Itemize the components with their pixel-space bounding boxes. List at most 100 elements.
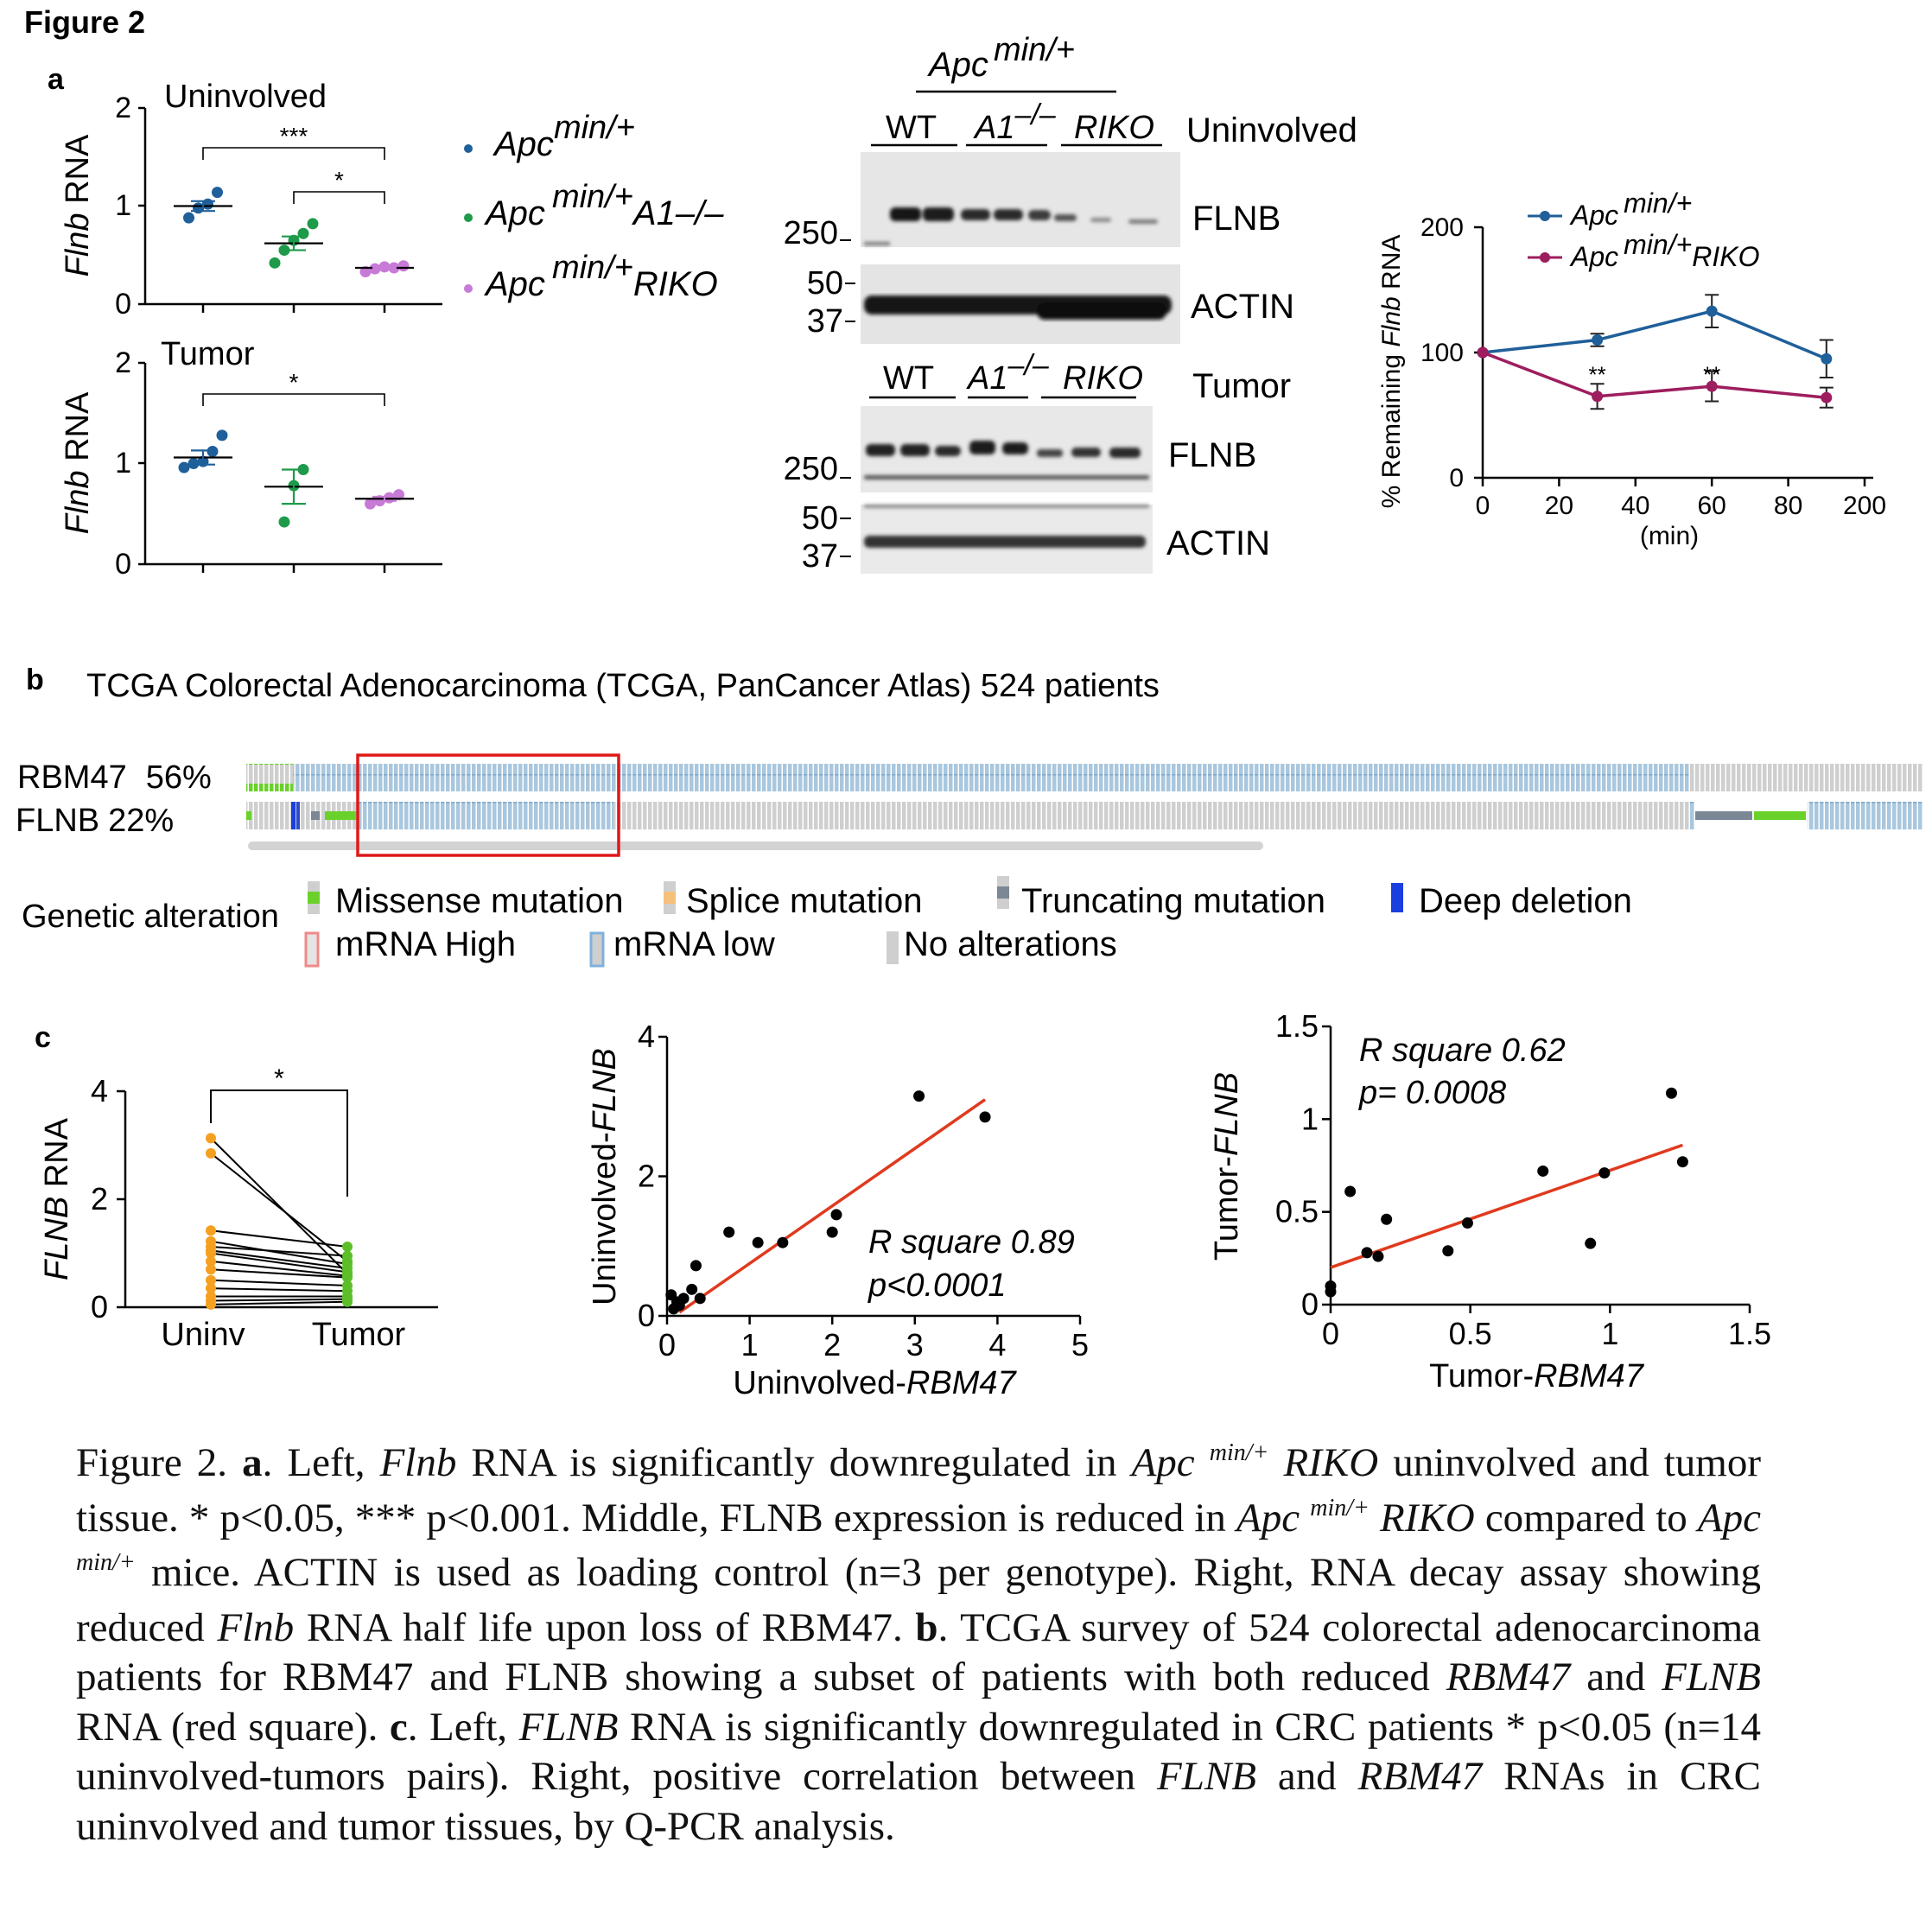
- blot-condition: Tumor: [1192, 367, 1291, 405]
- y-tick-label: 0.5: [1275, 1194, 1319, 1229]
- pair-line: [210, 1268, 348, 1279]
- y-tick-label: 1.5: [1275, 1008, 1319, 1044]
- actin-bands: [864, 505, 1149, 548]
- marker-50: 50: [802, 500, 838, 537]
- band-label-actin: ACTIN: [1166, 524, 1270, 562]
- x-tick-label: 4: [988, 1327, 1006, 1363]
- red-square-highlight: [356, 753, 620, 857]
- data-point: [1361, 1247, 1373, 1259]
- y-tick-2: 2: [115, 92, 131, 124]
- flnb-blot-image: [861, 152, 1180, 247]
- x-tick-label: 1: [1601, 1316, 1618, 1351]
- data-point: [212, 187, 223, 199]
- significance-bracket: [293, 191, 385, 204]
- data-point: [178, 461, 190, 473]
- uninvolved-point: [206, 1299, 216, 1310]
- legend-splice: Splice mutation: [686, 882, 922, 920]
- data-point: [690, 1260, 702, 1272]
- legend-dot: [464, 284, 473, 293]
- data-point: [1821, 353, 1833, 365]
- x-tick-label: 40: [1621, 492, 1649, 520]
- mrna-high-swatch: [304, 931, 320, 968]
- data-point: [183, 212, 194, 224]
- chart-title: Uninvolved: [164, 79, 327, 115]
- uninvolved-point: [206, 1264, 216, 1275]
- regression-line: [1330, 1143, 1683, 1269]
- band-label-flnb: FLNB: [1192, 200, 1281, 238]
- oncoprint-scrollbar[interactable]: [248, 842, 1263, 850]
- lane-label-wt: WT: [883, 360, 934, 397]
- y-axis-label: Uninvolved-FLNB: [587, 1048, 623, 1305]
- regression-line: [678, 1098, 987, 1314]
- marker-250: 250: [784, 215, 838, 251]
- significance-bracket: [202, 393, 385, 406]
- legend-item-apc-a1: Apc min/+A1–/–: [464, 179, 724, 232]
- tumor-point: [342, 1250, 353, 1261]
- legend-label-riko: Apc min/+RIKO: [1569, 229, 1760, 272]
- western-blot-group: Apc min/+ WT A1–/– RIKO Uninvolved: [784, 32, 1357, 575]
- data-point: [1325, 1286, 1337, 1298]
- uninvolved-point: [206, 1133, 216, 1144]
- lane-label-a1: A1–/–: [966, 349, 1050, 397]
- oncoprint: TCGA Colorectal Adenocarcinoma (TCGA, Pa…: [16, 668, 1923, 968]
- series-line: [1482, 351, 1827, 399]
- lane-label-riko: RIKO: [1063, 360, 1143, 397]
- x-tick-label: 1: [741, 1327, 759, 1363]
- data-point: [979, 1111, 991, 1123]
- rna-decay-chart: 200 100 0 (min) % Remaining Flnb RNA 0 20…: [1377, 187, 1886, 550]
- blot-condition: Uninvolved: [1186, 111, 1357, 149]
- gene-row-label-rbm47: RBM47 56%: [17, 759, 212, 796]
- pair-line: [210, 1298, 348, 1302]
- uninvolved-point: [206, 1255, 216, 1267]
- uninvolved-point: [206, 1283, 216, 1294]
- significance-label: *: [289, 369, 299, 396]
- y-tick-0: 0: [115, 288, 131, 321]
- data-point: [677, 1293, 690, 1305]
- legend-missense: Missense mutation: [335, 882, 623, 920]
- data-point: [207, 446, 219, 458]
- oncoprint-track-flnb: [246, 802, 1923, 829]
- data-point: [752, 1236, 764, 1248]
- legend-deep-deletion: Deep deletion: [1419, 882, 1632, 920]
- pair-line: [210, 1249, 348, 1269]
- uninvolved-point: [206, 1248, 216, 1259]
- x-axis-label: Uninvolved-RBM47: [733, 1365, 1017, 1401]
- marker-250: 250: [784, 451, 838, 487]
- data-point: [686, 1283, 698, 1295]
- genotype-legend: Apcmin/+ Apc min/+A1–/– Apc min/+RIKO: [464, 110, 724, 303]
- tumor-correlation-plot: 0 0.5 1 1.500.511.5 Tumor-RBM47 Tumor-FLNB …: [1209, 1008, 1771, 1394]
- legend-mrna-low: mRNA low: [613, 925, 775, 963]
- data-point: [1592, 391, 1604, 403]
- panel-letter-a: a: [48, 63, 65, 96]
- legend-item-apc-riko: Apc min/+RIKO: [464, 250, 718, 303]
- data-point: [723, 1226, 735, 1238]
- blot-tumor: WT A1–/– RIKO Tumor FLNB 250: [784, 349, 1292, 575]
- flnb-paired-plot: 4 2 0 Uninv Tumor FLNB RNA *: [39, 1064, 438, 1353]
- lane-label-wt: WT: [886, 110, 937, 146]
- p-value-annotation: p= 0.0008: [1358, 1075, 1506, 1111]
- alteration-legend: Genetic alteration Missense mutation Spl…: [22, 876, 1632, 968]
- pair-line: [210, 1246, 348, 1257]
- x-tick-label: 2: [823, 1327, 841, 1363]
- decay-legend: Apc min/+ Apc min/+RIKO: [1528, 187, 1760, 272]
- x-tick-label: 0: [658, 1327, 676, 1363]
- y-tick-0: 0: [115, 548, 131, 581]
- x-tick-label: 0.5: [1449, 1316, 1492, 1351]
- data-point: [269, 257, 281, 269]
- y-tick-label: 2: [638, 1159, 655, 1194]
- r-square-annotation: R square 0.62: [1359, 1032, 1566, 1069]
- significance-label: *: [334, 167, 344, 194]
- blot-group-label: Apc min/+: [927, 32, 1075, 84]
- series-line: [1482, 309, 1827, 360]
- data-point: [1821, 391, 1833, 403]
- y-tick-label: 0: [638, 1298, 655, 1333]
- marker-50: 50: [807, 265, 843, 302]
- data-point: [397, 260, 410, 272]
- data-point: [307, 218, 319, 230]
- data-point: [826, 1226, 838, 1238]
- x-tick-label: 1.5: [1728, 1316, 1771, 1351]
- x-tick-uninv: Uninv: [161, 1317, 245, 1353]
- data-point: [1344, 1185, 1357, 1197]
- data-point: [1537, 1165, 1549, 1177]
- pair-line: [210, 1287, 348, 1293]
